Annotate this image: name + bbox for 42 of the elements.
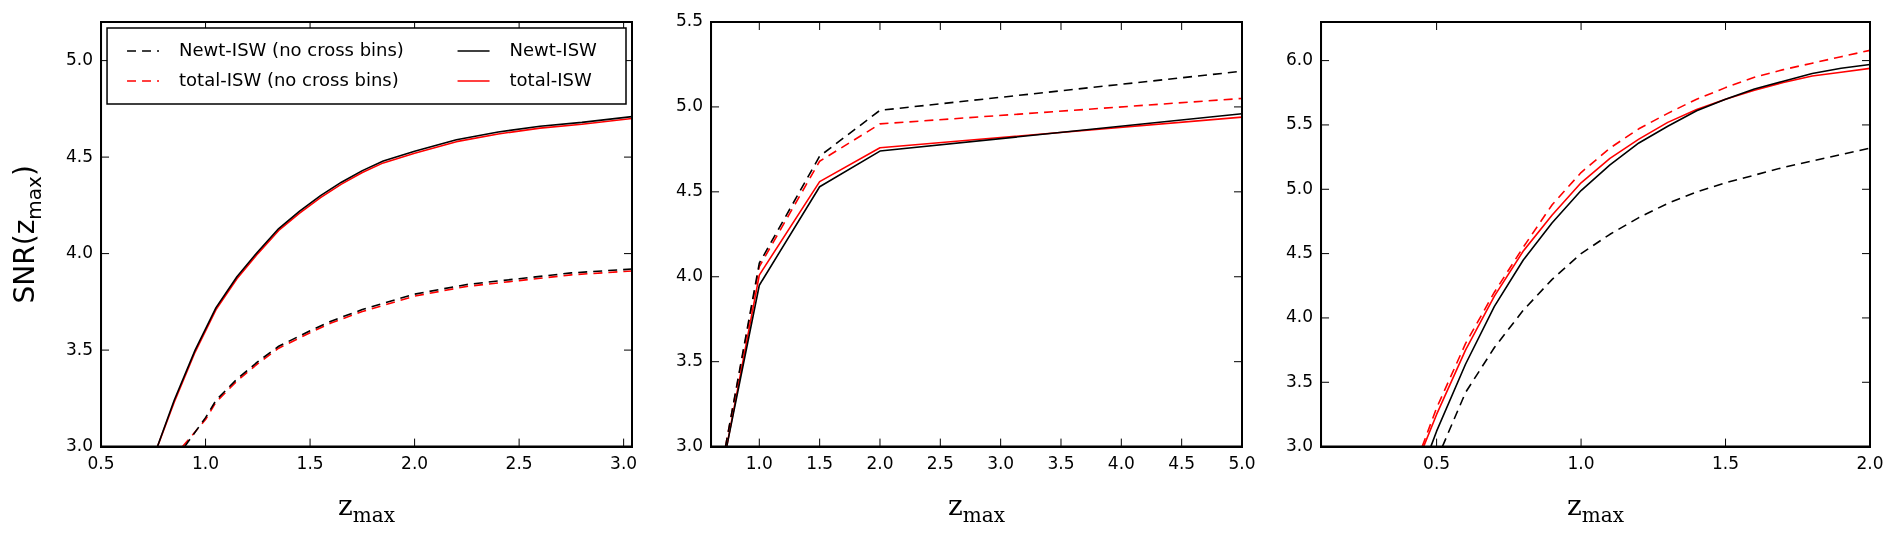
y-axis-title: SNR(zmax)	[8, 165, 46, 304]
y-tick-label: 6.0	[1285, 49, 1314, 70]
x-tick-label: 0.5	[1423, 453, 1451, 474]
y-tick-label: 3.5	[65, 338, 94, 359]
y-tick-label: 5.5	[675, 10, 704, 31]
y-tick-label: 5.0	[65, 49, 94, 70]
x-tick-label: 1.5	[296, 453, 324, 474]
legend-label: total-ISW (no cross bins)	[179, 68, 399, 90]
x-tick-label: 2.0	[1856, 453, 1884, 474]
x-tick-label: 3.0	[610, 453, 638, 474]
y-tick-label: 3.0	[675, 435, 704, 456]
y-tick-label: 4.5	[675, 180, 704, 201]
x-tick-label: 4.5	[1168, 453, 1196, 474]
y-tick-label: 3.0	[1285, 435, 1314, 456]
x-tick-label: 3.5	[1047, 453, 1075, 474]
x-tick-label: 4.0	[1107, 453, 1135, 474]
x-tick-label: 3.0	[987, 453, 1015, 474]
x-tick-label: 5.0	[1228, 453, 1256, 474]
x-tick-label: 2.5	[926, 453, 954, 474]
y-tick-label: 5.5	[1285, 113, 1314, 134]
y-tick-label: 5.0	[675, 95, 704, 116]
legend-label: Newt-ISW (no cross bins)	[179, 38, 404, 60]
x-tick-label: 1.5	[1712, 453, 1740, 474]
y-tick-label: 3.5	[1285, 370, 1314, 391]
x-tick-label: 1.0	[745, 453, 773, 474]
x-tick-label: 2.0	[401, 453, 429, 474]
y-tick-label: 3.0	[65, 435, 94, 456]
y-tick-label: 4.0	[1285, 306, 1314, 327]
legend-label: Newt-ISW	[509, 38, 598, 60]
x-tick-label: 1.0	[192, 453, 220, 474]
legend-label: total-ISW	[509, 68, 592, 90]
x-tick-label: 1.0	[1567, 453, 1595, 474]
x-tick-label: 0.5	[87, 453, 115, 474]
y-tick-label: 4.5	[1285, 242, 1314, 263]
y-tick-label: 4.0	[65, 242, 94, 263]
y-tick-label: 4.5	[65, 145, 94, 166]
y-tick-label: 4.0	[675, 265, 704, 286]
y-tick-label: 5.0	[1285, 177, 1314, 198]
x-tick-label: 2.0	[866, 453, 894, 474]
y-tick-label: 3.5	[675, 350, 704, 371]
x-tick-label: 2.5	[505, 453, 533, 474]
x-tick-label: 1.5	[806, 453, 834, 474]
